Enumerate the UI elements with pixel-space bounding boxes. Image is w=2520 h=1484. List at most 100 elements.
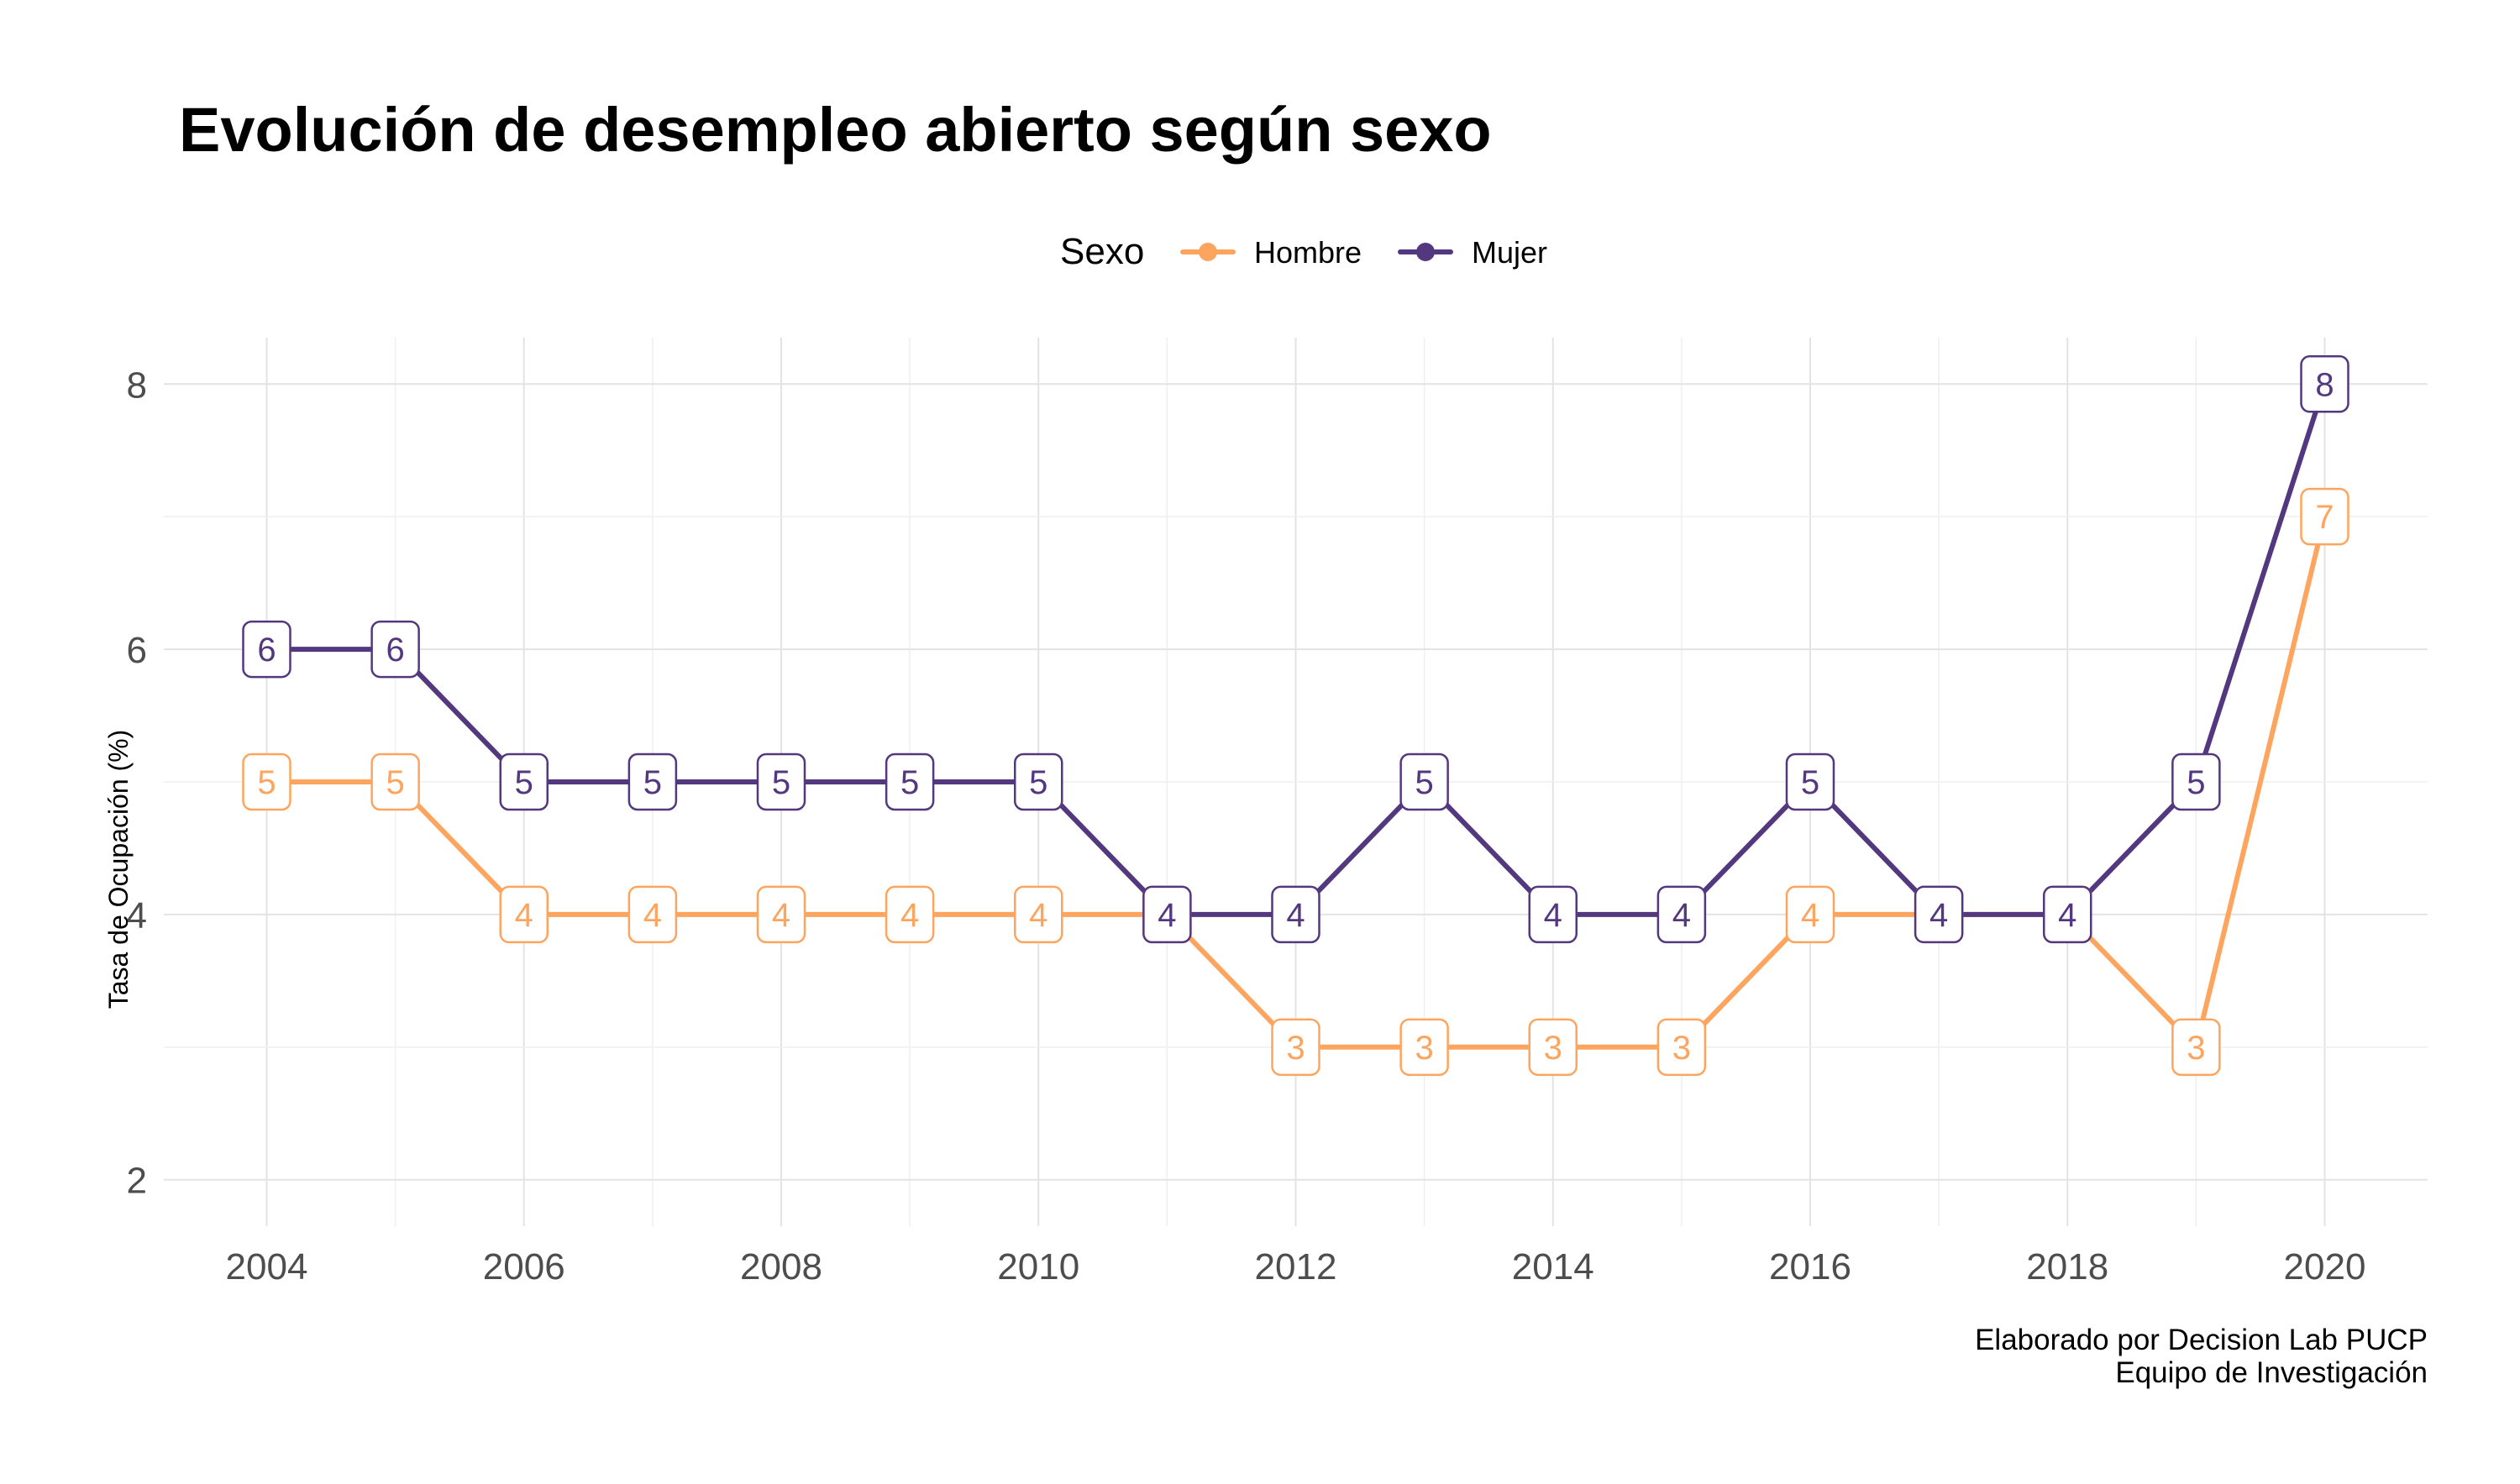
x-tick-label: 2012 bbox=[1255, 1246, 1337, 1287]
data-label-value: 3 bbox=[1415, 1030, 1434, 1067]
data-label-hombre: 4 bbox=[499, 885, 549, 944]
y-axis-ticks: 2 4 6 8 bbox=[127, 364, 147, 1201]
data-label-value: 3 bbox=[1286, 1030, 1305, 1067]
data-label-box bbox=[1014, 752, 1063, 811]
legend-key-point-hombre bbox=[1199, 243, 1217, 261]
x-tick-label: 2018 bbox=[2026, 1246, 2108, 1287]
data-label-mujer: 5 bbox=[499, 752, 549, 811]
data-label-value: 5 bbox=[386, 764, 405, 801]
y-tick-label: 4 bbox=[127, 895, 147, 936]
data-label-mujer: 5 bbox=[756, 752, 806, 811]
data-label-hombre: 4 bbox=[1014, 885, 1063, 944]
data-label-box bbox=[1399, 1018, 1449, 1077]
data-label-box bbox=[627, 885, 678, 944]
data-label-value: 5 bbox=[643, 764, 662, 801]
chart-title: Evolución de desempleo abierto según sex… bbox=[179, 95, 1492, 165]
caption-line-1: Elaborado por Decision Lab PUCP bbox=[1975, 1324, 2428, 1356]
data-label-value: 5 bbox=[257, 764, 276, 801]
data-label-value: 4 bbox=[515, 897, 533, 934]
data-label-box bbox=[2171, 1018, 2221, 1077]
data-label-box bbox=[885, 752, 935, 811]
data-label-box bbox=[370, 620, 420, 679]
data-label-value: 8 bbox=[2315, 366, 2334, 403]
data-label-hombre: 4 bbox=[885, 885, 935, 944]
data-label-value: 6 bbox=[386, 632, 405, 669]
y-tick-label: 2 bbox=[127, 1161, 147, 1202]
caption-line-2: Equipo de Investigación bbox=[2115, 1356, 2428, 1389]
data-label-hombre: 5 bbox=[370, 752, 420, 811]
data-label-value: 3 bbox=[1544, 1030, 1562, 1067]
data-label-mujer: 4 bbox=[1528, 885, 1578, 944]
legend: Sexo Hombre Mujer bbox=[1060, 231, 1547, 272]
data-label-value: 5 bbox=[1415, 764, 1434, 801]
data-label-value: 3 bbox=[2187, 1030, 2205, 1067]
x-tick-label: 2010 bbox=[997, 1246, 1079, 1287]
data-label-box bbox=[1528, 1018, 1578, 1077]
data-label-box bbox=[1914, 885, 1964, 944]
data-labels: 5544444433334443766555554454454458 bbox=[242, 355, 2349, 1077]
data-label-value: 3 bbox=[1672, 1030, 1691, 1067]
data-label-box bbox=[756, 885, 806, 944]
caption: Elaborado por Decision Lab PUCP Equipo d… bbox=[1975, 1324, 2428, 1389]
data-label-mujer: 5 bbox=[627, 752, 678, 811]
data-label-hombre: 3 bbox=[2171, 1018, 2221, 1077]
data-label-box bbox=[1014, 885, 1063, 944]
x-axis-ticks: 2004 2006 2008 2010 2012 2014 2016 2018 2020 bbox=[226, 1246, 2366, 1287]
data-label-value: 5 bbox=[515, 764, 533, 801]
data-label-hombre: 4 bbox=[1785, 885, 1835, 944]
data-label-value: 4 bbox=[772, 897, 790, 934]
data-label-hombre: 3 bbox=[1399, 1018, 1449, 1077]
data-label-value: 5 bbox=[1801, 764, 1819, 801]
data-label-box bbox=[370, 752, 420, 811]
data-label-mujer: 4 bbox=[1271, 885, 1320, 944]
data-label-value: 4 bbox=[643, 897, 662, 934]
data-label-hombre: 3 bbox=[1656, 1018, 1707, 1077]
data-label-box bbox=[885, 885, 935, 944]
data-label-box bbox=[2043, 885, 2092, 944]
data-label-box bbox=[2300, 487, 2349, 546]
data-label-mujer: 6 bbox=[242, 620, 291, 679]
data-label-mujer: 6 bbox=[370, 620, 420, 679]
data-label-box bbox=[756, 752, 806, 811]
data-label-mujer: 8 bbox=[2300, 355, 2349, 413]
data-label-value: 4 bbox=[1672, 897, 1691, 934]
data-label-box bbox=[2300, 355, 2349, 413]
data-label-box bbox=[1656, 885, 1707, 944]
data-label-box bbox=[1399, 752, 1449, 811]
data-label-mujer: 5 bbox=[885, 752, 935, 811]
legend-key-point-mujer bbox=[1416, 243, 1435, 261]
data-label-box bbox=[2171, 752, 2221, 811]
x-tick-label: 2014 bbox=[1512, 1246, 1594, 1287]
data-label-value: 4 bbox=[2058, 897, 2076, 934]
data-label-box bbox=[1785, 752, 1835, 811]
legend-label-mujer: Mujer bbox=[1472, 235, 1547, 270]
data-label-value: 4 bbox=[900, 897, 919, 934]
x-tick-label: 2004 bbox=[226, 1246, 308, 1287]
data-label-box bbox=[1656, 1018, 1707, 1077]
data-label-mujer: 4 bbox=[1656, 885, 1707, 944]
data-label-mujer: 4 bbox=[2043, 885, 2092, 944]
data-label-box bbox=[1528, 885, 1578, 944]
data-label-box bbox=[1142, 885, 1192, 944]
data-label-box bbox=[1271, 1018, 1320, 1077]
x-tick-label: 2020 bbox=[2284, 1246, 2366, 1287]
data-label-value: 4 bbox=[1929, 897, 1948, 934]
data-label-box bbox=[499, 752, 549, 811]
data-label-box bbox=[242, 752, 291, 811]
data-label-mujer: 4 bbox=[1914, 885, 1964, 944]
data-label-value: 5 bbox=[900, 764, 919, 801]
data-label-mujer: 4 bbox=[1142, 885, 1192, 944]
legend-item-mujer: Mujer bbox=[1398, 235, 1547, 270]
data-label-mujer: 5 bbox=[1014, 752, 1063, 811]
data-label-hombre: 3 bbox=[1271, 1018, 1320, 1077]
data-label-box bbox=[1271, 885, 1320, 944]
data-label-value: 5 bbox=[1029, 764, 1047, 801]
data-label-box bbox=[627, 752, 678, 811]
data-label-box bbox=[242, 620, 291, 679]
data-label-mujer: 5 bbox=[1785, 752, 1835, 811]
legend-item-hombre: Hombre bbox=[1180, 235, 1362, 270]
data-label-mujer: 5 bbox=[2171, 752, 2221, 811]
y-axis-title: Tasa de Ocupación (%) bbox=[103, 730, 134, 1009]
data-label-hombre: 4 bbox=[756, 885, 806, 944]
data-label-value: 5 bbox=[2187, 764, 2205, 801]
